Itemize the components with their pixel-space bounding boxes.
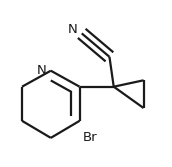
Text: Br: Br [83, 131, 97, 144]
Text: N: N [36, 64, 46, 77]
Text: N: N [67, 23, 77, 36]
